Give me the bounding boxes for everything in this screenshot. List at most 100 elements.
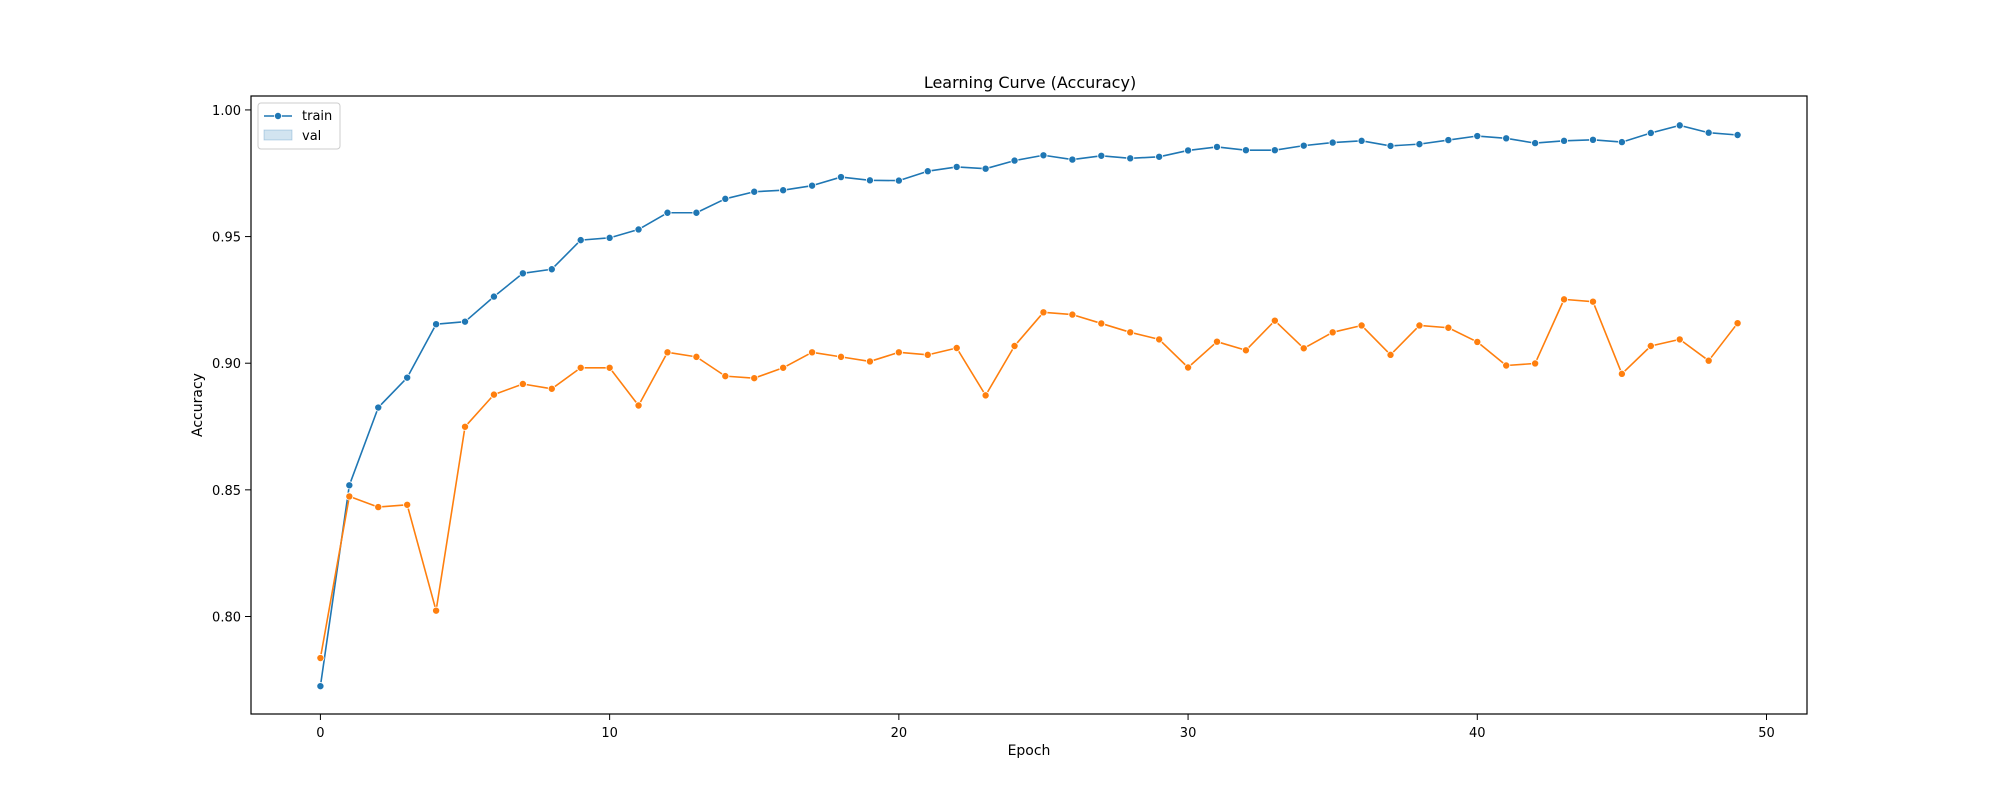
train-point — [403, 373, 412, 382]
series-2-point — [779, 363, 788, 372]
train-point — [779, 186, 788, 195]
train-point — [576, 236, 585, 245]
series-2-point — [894, 348, 903, 357]
y-tick-label: 0.95 — [212, 231, 241, 246]
train-point — [518, 269, 527, 278]
chart-title: Learning Curve (Accuracy) — [924, 73, 1136, 92]
train-point — [1357, 136, 1366, 145]
train-point — [1039, 151, 1048, 160]
train-point — [1588, 135, 1597, 144]
series-2-point — [1617, 369, 1626, 378]
series-2-point — [808, 348, 817, 357]
train-point — [374, 403, 383, 412]
train-point — [1184, 146, 1193, 155]
series-2-point — [489, 390, 498, 399]
series-2-point — [837, 352, 846, 361]
series-2-point — [1212, 337, 1221, 346]
train-point — [432, 320, 441, 329]
x-tick-label: 50 — [1758, 726, 1775, 741]
series-2-point — [518, 379, 527, 388]
plot-area-frame — [250, 95, 1808, 715]
series-2-point — [1733, 319, 1742, 328]
train-point — [750, 187, 759, 196]
train-point — [489, 292, 498, 301]
series-2-point — [721, 372, 730, 381]
series-2-point — [1531, 359, 1540, 368]
train-point — [1473, 132, 1482, 141]
series-2-point — [1473, 337, 1482, 346]
train-point — [316, 682, 325, 691]
series-2-point — [1068, 310, 1077, 319]
series-2-point — [1357, 321, 1366, 330]
train-point — [605, 233, 614, 242]
y-axis-ticks: 0.80 0.85 0.90 0.95 1.00 — [212, 104, 251, 625]
series-2-point — [316, 654, 325, 663]
train-point — [1617, 138, 1626, 147]
x-axis-ticks: 0 10 20 30 40 50 — [316, 714, 1775, 741]
x-tick-label: 0 — [316, 726, 324, 741]
series-2-point — [1588, 297, 1597, 306]
train-point — [1386, 141, 1395, 150]
series-2-point — [750, 374, 759, 383]
series-2-point — [1039, 308, 1048, 317]
series-2-point — [865, 357, 874, 366]
train-point — [1415, 140, 1424, 149]
series-layer — [316, 121, 1742, 691]
legend-val-label: val — [302, 129, 321, 144]
series-2-point — [345, 492, 354, 501]
train-point — [1444, 136, 1453, 145]
series-2-point — [403, 500, 412, 509]
train-series — [316, 121, 1742, 691]
series-2-point — [1502, 361, 1511, 370]
legend-val-patch — [263, 129, 293, 141]
series-2-point — [1704, 356, 1713, 365]
train-line — [319, 124, 1738, 687]
series-2-line — [319, 298, 1739, 659]
train-point — [1212, 142, 1221, 151]
y-tick-label: 0.90 — [212, 357, 241, 372]
legend: train val — [257, 102, 341, 150]
train-point — [837, 173, 846, 182]
train-point — [1502, 134, 1511, 143]
train-point — [1068, 155, 1077, 164]
train-point — [345, 481, 354, 490]
series-2-point — [1444, 323, 1453, 332]
x-tick-label: 40 — [1469, 726, 1486, 741]
train-point — [1646, 128, 1655, 137]
train-point — [808, 181, 817, 190]
train-point — [1126, 154, 1135, 163]
series-2-point — [1126, 328, 1135, 337]
series-2-point — [952, 344, 961, 353]
series-2-point — [1010, 341, 1019, 350]
train-point — [692, 208, 701, 217]
x-tick-label: 30 — [1180, 726, 1197, 741]
train-point — [1270, 146, 1279, 155]
series-2-point — [1328, 328, 1337, 337]
y-tick-label: 0.85 — [212, 484, 241, 499]
train-point — [1299, 141, 1308, 150]
series-2-point — [923, 350, 932, 359]
train-point — [1733, 130, 1742, 139]
train-point — [1531, 139, 1540, 148]
series-2-point — [1386, 350, 1395, 359]
series-2-point — [1646, 341, 1655, 350]
series-2-point — [605, 363, 614, 372]
legend-train-marker — [273, 112, 282, 121]
train-point — [547, 265, 556, 274]
series-2-point — [692, 352, 701, 361]
series-2-point — [461, 422, 470, 431]
train-point — [1155, 152, 1164, 161]
train-point — [894, 176, 903, 185]
series-2-point — [1241, 346, 1250, 355]
series-2-point — [1560, 295, 1569, 304]
y-tick-label: 0.80 — [212, 610, 241, 625]
series-2-point — [981, 391, 990, 400]
series-2-point — [1155, 335, 1164, 344]
series-2-point — [663, 348, 672, 357]
train-point — [923, 167, 932, 176]
train-point — [1560, 136, 1569, 145]
series-2-series — [316, 295, 1742, 663]
series-2-point — [576, 363, 585, 372]
